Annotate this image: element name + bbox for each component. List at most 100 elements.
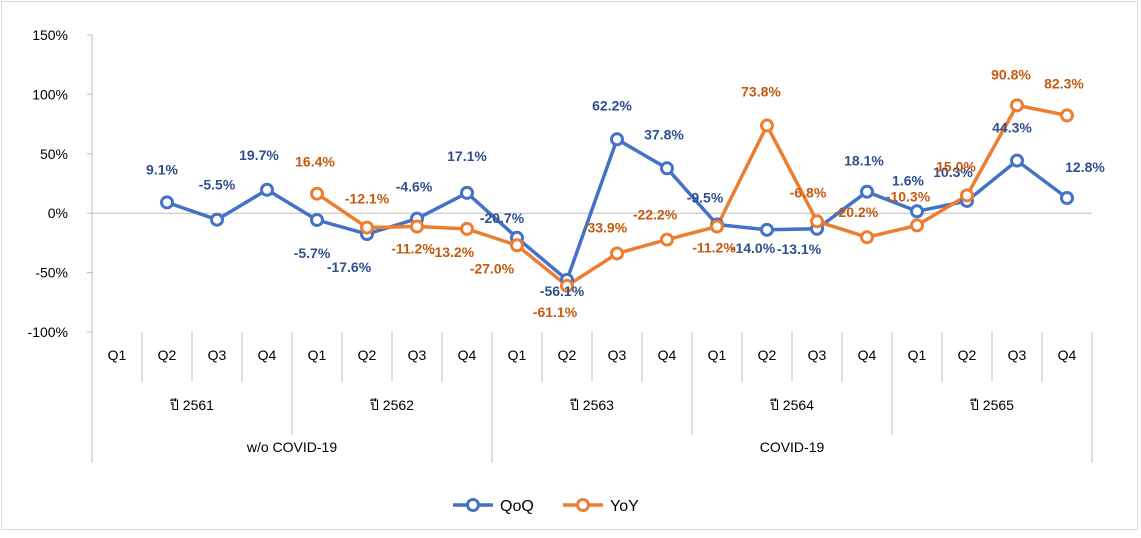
data-label-yoy: -6.8% [790, 184, 827, 200]
quarter-label: Q1 [708, 347, 727, 363]
series-layer [160, 98, 1074, 293]
y-tick-label: 150% [32, 27, 68, 43]
data-label-qoq: -17.6% [327, 259, 372, 275]
data-label-yoy: -12.1% [345, 191, 390, 207]
year-label: ปี 2562 [370, 397, 415, 413]
quarter-label: Q4 [1058, 347, 1077, 363]
data-point-qoq [460, 185, 474, 200]
data-point-yoy [960, 188, 974, 203]
quarter-label: Q3 [208, 347, 227, 363]
data-point-yoy [510, 238, 524, 253]
data-label-qoq: -4.6% [396, 179, 433, 195]
data-label-qoq: 62.2% [592, 97, 632, 113]
quarter-label: Q3 [408, 347, 427, 363]
quarter-label: Q2 [758, 347, 777, 363]
data-label-qoq: 18.1% [844, 153, 884, 169]
data-point-yoy [1060, 108, 1074, 123]
data-point-yoy [610, 246, 624, 261]
data-point-qoq [310, 212, 324, 227]
data-label-qoq: -5.7% [294, 245, 331, 261]
data-point-yoy [410, 219, 424, 234]
quarter-label: Q2 [958, 347, 977, 363]
data-point-qoq [1010, 153, 1024, 168]
data-label-qoq: -56.1% [540, 283, 585, 299]
data-label-qoq: -14.0% [731, 240, 776, 256]
data-point-yoy [910, 218, 924, 233]
data-label-qoq: -5.5% [199, 177, 236, 193]
chart-frame [1, 1, 1138, 530]
y-tick-label: -50% [35, 265, 68, 281]
legend-label-qoq: QoQ [500, 498, 534, 515]
quarter-label: Q1 [108, 347, 127, 363]
data-label-qoq: 37.8% [644, 126, 684, 142]
quarter-label: Q3 [608, 347, 627, 363]
data-point-yoy [810, 214, 824, 229]
data-label-yoy: -13.2% [430, 244, 475, 260]
data-label-yoy: 82.3% [1044, 75, 1084, 91]
category-axis: Q1 Q2 Q3 Q4 Q1 Q2 Q3 Q4 Q1 Q2 Q3 Q4 Q1 Q2 Q3 Q4 Q1 Q2 Q3 Q4… [91, 332, 1093, 463]
quarter-label: Q1 [508, 347, 527, 363]
data-point-yoy [460, 221, 474, 236]
year-label: ปี 2561 [170, 397, 215, 413]
quarter-label: Q2 [158, 347, 177, 363]
y-tick-label: 0% [48, 205, 68, 221]
data-labels: 9.1% -5.5%19.7% -5.7%-17.6% -4.6% 17.1% -20.7… [146, 66, 1105, 319]
data-label-qoq: -20.7% [480, 210, 525, 226]
quarter-label: Q1 [908, 347, 927, 363]
period-label: w/o COVID-19 [246, 439, 337, 455]
quarter-label: Q4 [658, 347, 677, 363]
data-label-qoq: -13.1% [777, 241, 822, 257]
data-point-yoy [1010, 98, 1024, 113]
data-point-qoq [260, 182, 274, 197]
data-point-yoy [860, 230, 874, 245]
data-point-yoy [660, 232, 674, 247]
quarter-label: Q2 [558, 347, 577, 363]
data-point-qoq [160, 195, 174, 210]
data-label-yoy: 15.0% [936, 158, 976, 174]
data-label-yoy: -61.1% [533, 304, 578, 320]
legend-label-yoy: YoY [610, 498, 639, 515]
data-point-qoq [210, 212, 224, 227]
series-line-yoy [316, 103, 1068, 288]
y-tick-label: -100% [28, 324, 68, 340]
quarter-label: Q1 [308, 347, 327, 363]
data-label-yoy: -27.0% [470, 260, 515, 276]
data-point-yoy [710, 219, 724, 234]
data-label-qoq: 19.7% [239, 147, 279, 163]
data-label-yoy: -22.2% [633, 207, 678, 223]
year-label: ปี 2564 [770, 397, 815, 413]
data-label-yoy: -20.2% [834, 204, 879, 220]
data-point-yoy [310, 186, 324, 201]
legend-marker-qoq [466, 498, 480, 512]
data-label-yoy: 16.4% [295, 154, 335, 170]
data-label-qoq: 12.8% [1065, 159, 1105, 175]
data-point-yoy [360, 220, 374, 235]
data-label-qoq: -9.5% [687, 189, 724, 205]
quarter-label: Q3 [808, 347, 827, 363]
data-label-yoy: 90.8% [991, 66, 1031, 82]
quarter-label: Q4 [258, 347, 277, 363]
year-label: ปี 2563 [570, 397, 615, 413]
data-point-yoy [760, 118, 774, 133]
quarter-label: Q4 [858, 347, 877, 363]
data-label-yoy: -11.2% [391, 241, 435, 257]
data-point-qoq [860, 184, 874, 199]
quarter-label: Q3 [1008, 347, 1027, 363]
y-tick-label: 50% [40, 146, 68, 162]
data-label-qoq: 17.1% [447, 148, 487, 164]
data-label-qoq: 1.6% [892, 172, 924, 188]
legend-marker-yoy [576, 498, 590, 512]
data-label-yoy: -10.3% [886, 188, 931, 204]
data-point-qoq [1060, 190, 1074, 205]
data-label-yoy: -11.2% [692, 240, 736, 256]
legend: QoQ YoY [453, 498, 639, 515]
data-point-qoq [610, 132, 624, 147]
data-label-qoq: 9.1% [146, 161, 178, 177]
data-label-yoy: 73.8% [741, 84, 781, 100]
data-point-qoq [910, 204, 924, 219]
data-point-qoq [660, 161, 674, 176]
year-label: ปี 2565 [970, 397, 1015, 413]
data-label-yoy: -33.9% [583, 219, 628, 235]
